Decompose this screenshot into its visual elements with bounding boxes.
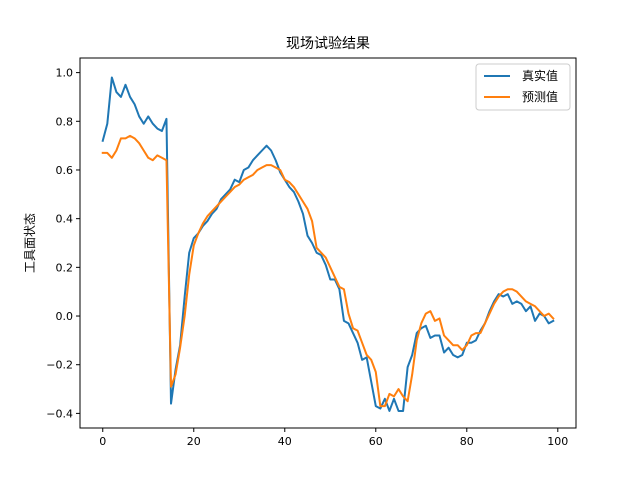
y-tick-label: −0.2 <box>46 359 73 372</box>
x-tick-label: 20 <box>187 435 201 448</box>
y-tick-label: 0.6 <box>56 164 74 177</box>
legend-label-predicted: 预测值 <box>522 89 558 104</box>
x-tick-label: 80 <box>460 435 474 448</box>
axis-ticks: 0 20 40 60 80 100 −0.4 −0.2 0.0 0.2 0.4 0.6 0.8 1.0 <box>46 67 568 448</box>
y-tick-label: −0.4 <box>46 407 73 420</box>
x-tick-label: 100 <box>547 435 568 448</box>
x-tick-label: 60 <box>369 435 383 448</box>
legend-label-actual: 真实值 <box>522 68 558 83</box>
plot-frame <box>79 57 577 429</box>
y-tick-label: 0.0 <box>56 310 74 323</box>
chart-title: 现场试验结果 <box>286 36 370 52</box>
y-tick-label: 1.0 <box>56 67 74 80</box>
series-line-predicted <box>101 134 555 408</box>
y-axis-label: 工具面状态 <box>23 213 37 273</box>
y-tick-label: 0.4 <box>56 213 74 226</box>
x-tick-label: 0 <box>99 435 106 448</box>
series-lines <box>101 76 555 412</box>
legend: 真实值 预测值 <box>475 63 571 111</box>
x-tick-label: 40 <box>278 435 292 448</box>
y-tick-label: 0.8 <box>56 115 74 128</box>
y-tick-label: 0.2 <box>56 261 74 274</box>
